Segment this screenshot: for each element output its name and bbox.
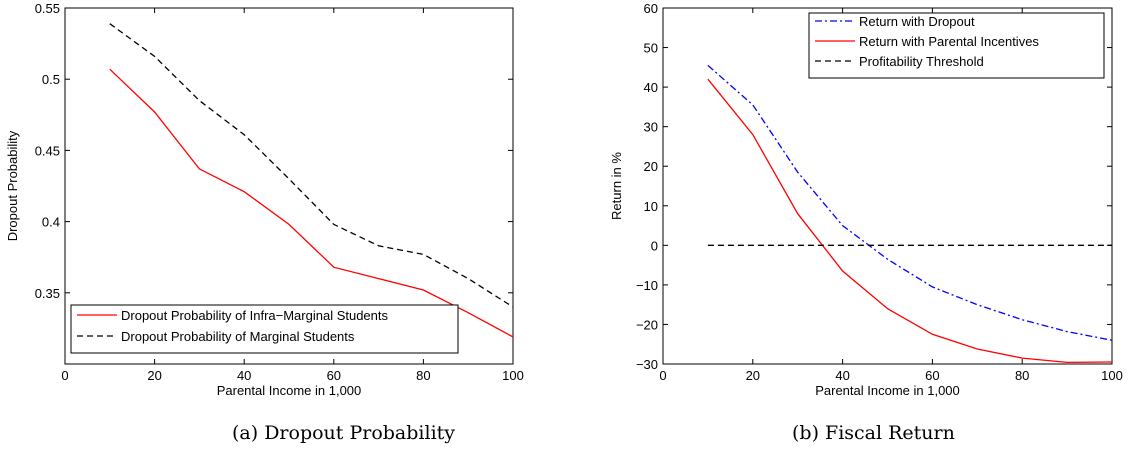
y-tick-label: 50	[644, 41, 658, 56]
legend-box	[70, 304, 459, 354]
x-axis-label: Parental Income in 1,000	[217, 383, 362, 398]
x-tick-label: 100	[1101, 368, 1123, 383]
x-tick-label: 60	[327, 368, 341, 383]
x-tick-label: 0	[659, 368, 666, 383]
y-tick-label: 60	[644, 1, 658, 16]
x-tick-label: 0	[61, 368, 68, 383]
x-tick-label: 100	[502, 368, 524, 383]
series-line-return-with-dropout	[707, 64, 1113, 341]
x-tick-label: 40	[237, 368, 251, 383]
series-line-dropout-probability-of-marginal-students	[109, 23, 514, 308]
y-tick-label: 0.5	[42, 72, 60, 87]
legend-label: Dropout Probability of Marginal Students	[121, 329, 355, 344]
x-tick-label: 80	[1015, 368, 1029, 383]
legend: Return with Dropout Return with Parental …	[808, 12, 1105, 79]
y-tick-label: −10	[636, 278, 658, 293]
x-tick-label: 40	[835, 368, 849, 383]
y-tick-label: 10	[644, 199, 658, 214]
y-tick-label: 0.55	[35, 1, 60, 16]
y-tick-label: −30	[636, 357, 658, 372]
y-tick-label: 0.45	[35, 143, 60, 158]
y-tick-label: 0.4	[42, 215, 60, 230]
x-tick-label: 60	[925, 368, 939, 383]
legend-box	[808, 12, 1105, 79]
chart-dropout-probability: 0 20 40 60 80 100 0.35 0.4 0.45 0.5 0.55 Parental I…	[5, 1, 524, 398]
x-tick-label: 20	[147, 368, 161, 383]
y-tick-label: 0.35	[35, 286, 60, 301]
y-tick-label: 20	[644, 159, 658, 174]
x-axis-label: Parental Income in 1,000	[815, 383, 960, 398]
caption-fiscal-return: (b) Fiscal Return	[792, 422, 955, 444]
legend-label: Return with Dropout	[859, 14, 975, 29]
y-axis-label: Return in %	[609, 152, 624, 220]
legend-label: Return with Parental Incentives	[859, 34, 1039, 49]
legend-label: Profitability Threshold	[859, 54, 984, 69]
y-tick-label: 40	[644, 80, 658, 95]
x-tick-label: 20	[746, 368, 760, 383]
y-tick-label: −20	[636, 317, 658, 332]
y-tick-label: 30	[644, 120, 658, 135]
x-tick-label: 80	[416, 368, 430, 383]
series-line-dropout-probability-of-infra-marginal-students	[109, 68, 514, 338]
y-axis-label: Dropout Probability	[5, 130, 20, 241]
series-line-return-with-parental-incentives	[707, 78, 1113, 364]
y-tick-label: 0	[651, 238, 658, 253]
legend: Dropout Probability of Infra−Marginal St…	[70, 304, 459, 354]
chart-fiscal-return: 0 20 40 60 80 100−30−20−100102030405060Parent…	[609, 1, 1123, 398]
legend-label: Dropout Probability of Infra−Marginal St…	[121, 308, 389, 323]
caption-dropout-probability: (a) Dropout Probability	[232, 422, 456, 444]
